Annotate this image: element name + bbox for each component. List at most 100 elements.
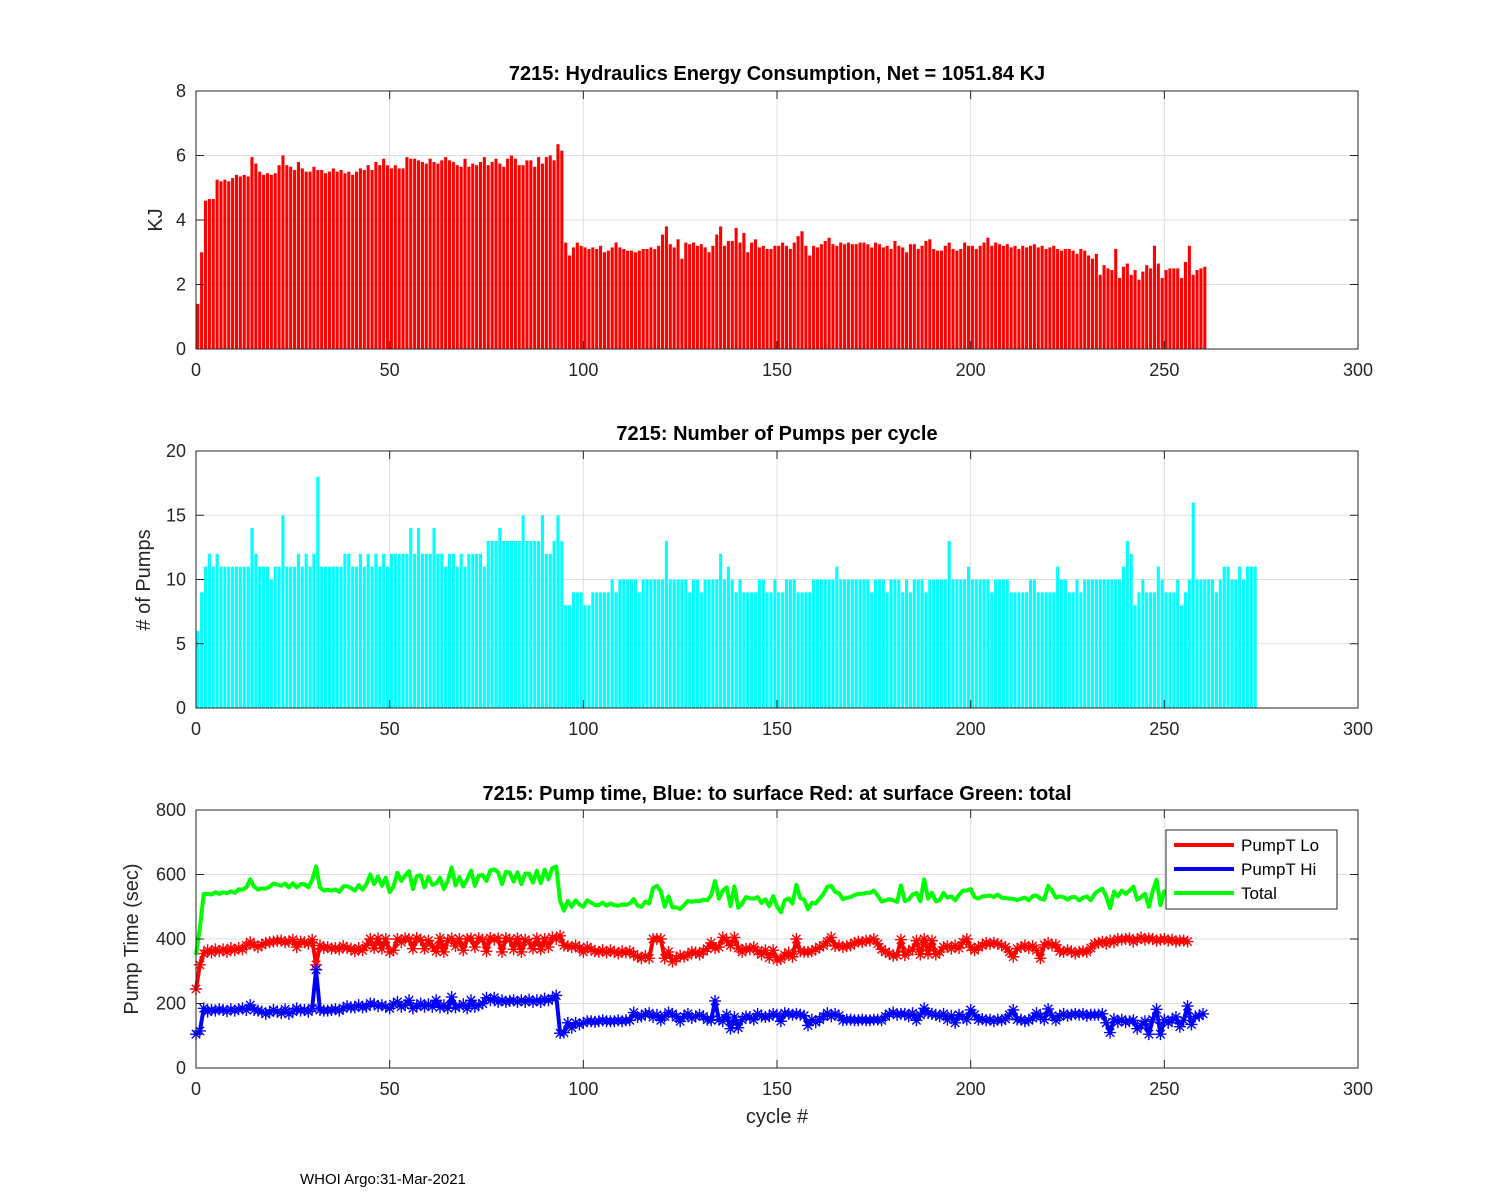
y-tick-label: 400 xyxy=(156,929,186,949)
bar xyxy=(475,553,479,708)
data-point xyxy=(430,994,443,1007)
data-point xyxy=(1123,1015,1136,1028)
x-tick-label: 100 xyxy=(568,1079,598,1099)
bar xyxy=(293,170,297,349)
bar xyxy=(1102,265,1106,349)
bar xyxy=(502,166,506,349)
data-point xyxy=(1138,1015,1151,1028)
bar xyxy=(881,247,885,349)
bar xyxy=(595,249,599,349)
bar xyxy=(254,163,258,349)
bar xyxy=(719,226,723,349)
bar xyxy=(668,579,672,708)
bar xyxy=(238,566,242,708)
bar xyxy=(459,553,463,708)
bar xyxy=(389,168,393,349)
bar xyxy=(858,579,862,708)
bar xyxy=(819,244,823,349)
bar xyxy=(289,566,293,708)
bar xyxy=(1044,592,1048,708)
bar xyxy=(420,553,424,708)
data-point xyxy=(778,949,791,962)
data-point xyxy=(410,932,423,945)
bar xyxy=(730,579,734,708)
data-point xyxy=(891,1008,904,1021)
bar xyxy=(1176,579,1180,708)
data-point xyxy=(526,942,539,955)
data-point xyxy=(1150,934,1163,947)
data-point xyxy=(925,934,938,947)
bar xyxy=(1114,249,1118,349)
bar xyxy=(606,592,610,708)
bar xyxy=(207,553,211,708)
bar xyxy=(362,170,366,349)
data-point xyxy=(511,932,524,945)
bar xyxy=(1063,579,1067,708)
bar xyxy=(843,244,847,349)
data-point xyxy=(263,1006,276,1019)
y-tick-label: 200 xyxy=(156,994,186,1014)
bar xyxy=(1087,579,1091,708)
bar xyxy=(358,168,362,349)
data-point xyxy=(1177,934,1190,947)
bar xyxy=(234,566,239,708)
bar xyxy=(1052,592,1056,708)
data-point xyxy=(399,999,412,1012)
data-point xyxy=(1057,945,1070,958)
bar xyxy=(428,158,432,349)
bar xyxy=(362,566,366,708)
data-point xyxy=(1007,950,1020,963)
bar xyxy=(602,592,606,708)
bar xyxy=(382,158,386,349)
data-point xyxy=(403,994,416,1007)
bar xyxy=(657,579,661,708)
data-point xyxy=(767,944,780,957)
bar xyxy=(610,247,614,349)
bar xyxy=(1133,605,1137,708)
bar xyxy=(1195,269,1199,349)
bar xyxy=(885,245,889,349)
bar xyxy=(695,579,699,708)
bar xyxy=(436,553,440,708)
bar xyxy=(331,168,335,349)
bar xyxy=(1187,579,1191,708)
bar xyxy=(1075,579,1079,708)
bar xyxy=(1013,245,1017,349)
bar xyxy=(808,255,812,349)
bar xyxy=(757,247,761,349)
data-point xyxy=(457,944,470,957)
bar xyxy=(870,247,874,349)
data-point xyxy=(829,1007,842,1020)
bar xyxy=(540,163,545,349)
data-point xyxy=(410,1000,423,1013)
data-point xyxy=(724,939,737,952)
data-point xyxy=(1092,936,1105,949)
pump-time-y-axis-label: Pump Time (sec) xyxy=(121,863,143,1014)
bar xyxy=(490,161,494,349)
data-point xyxy=(581,941,594,954)
bar xyxy=(242,566,246,708)
bar xyxy=(273,566,277,708)
data-point xyxy=(333,1004,346,1017)
bar xyxy=(885,592,889,708)
bar xyxy=(1067,249,1071,349)
data-point xyxy=(282,1007,295,1020)
bar xyxy=(738,242,742,349)
bar xyxy=(463,158,467,349)
bar xyxy=(676,579,680,708)
bar xyxy=(1199,579,1203,708)
data-point xyxy=(499,932,512,945)
data-point xyxy=(1007,1003,1020,1016)
data-point xyxy=(372,1000,385,1013)
bar xyxy=(637,250,641,349)
bar xyxy=(1098,274,1102,349)
data-point xyxy=(193,1024,206,1037)
data-point xyxy=(902,945,915,958)
x-tick-label: 150 xyxy=(762,719,792,739)
bar xyxy=(1040,592,1044,708)
data-point xyxy=(523,993,536,1006)
data-point xyxy=(375,999,388,1012)
bar xyxy=(684,242,688,349)
bar xyxy=(815,579,820,708)
